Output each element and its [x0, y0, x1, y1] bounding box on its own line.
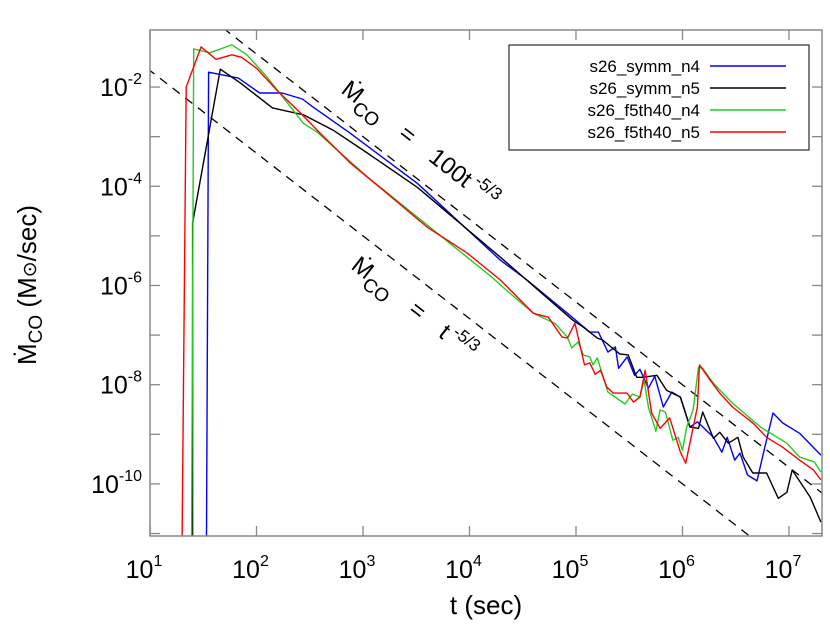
- x-tick-label: 103: [339, 553, 376, 584]
- x-tick-label: 101: [126, 553, 163, 584]
- series-line-s26_symm_n5: [191, 68, 822, 536]
- y-tick-label: 10-6: [100, 269, 142, 300]
- plot-frame: [149, 29, 823, 537]
- y-tick-label: 10-4: [100, 170, 142, 201]
- reference-label-upper: ṀCO=100t-5/3: [332, 72, 506, 219]
- x-axis-title: t (sec): [450, 590, 522, 620]
- series-line-s26_f5th40_n5: [181, 46, 822, 536]
- x-tick-label: 106: [658, 553, 695, 584]
- x-tick-label: 104: [445, 553, 482, 584]
- y-tick-label: 10-2: [100, 71, 142, 102]
- y-tick-label: 10-8: [100, 369, 142, 400]
- y-tick-label: 10-10: [91, 468, 142, 499]
- legend-label: s26_f5th40_n4: [588, 101, 701, 120]
- y-axis-title: ṀCO (M⊙/sec): [12, 205, 47, 365]
- legend: s26_symm_n4 s26_symm_n5 s26_f5th40_n4 s26_f…: [508, 44, 810, 151]
- legend-label: s26_symm_n5: [589, 79, 700, 98]
- reference-label-lower: ṀCO=t-5/3: [342, 248, 484, 370]
- x-tick-label: 107: [765, 553, 802, 584]
- x-tick-label: 102: [232, 553, 269, 584]
- reference-line-1: [150, 69, 751, 536]
- legend-label: s26_f5th40_n5: [588, 123, 701, 142]
- legend-label: s26_symm_n4: [589, 57, 700, 76]
- reference-line-0: [224, 30, 822, 494]
- x-tick-label: 105: [552, 553, 589, 584]
